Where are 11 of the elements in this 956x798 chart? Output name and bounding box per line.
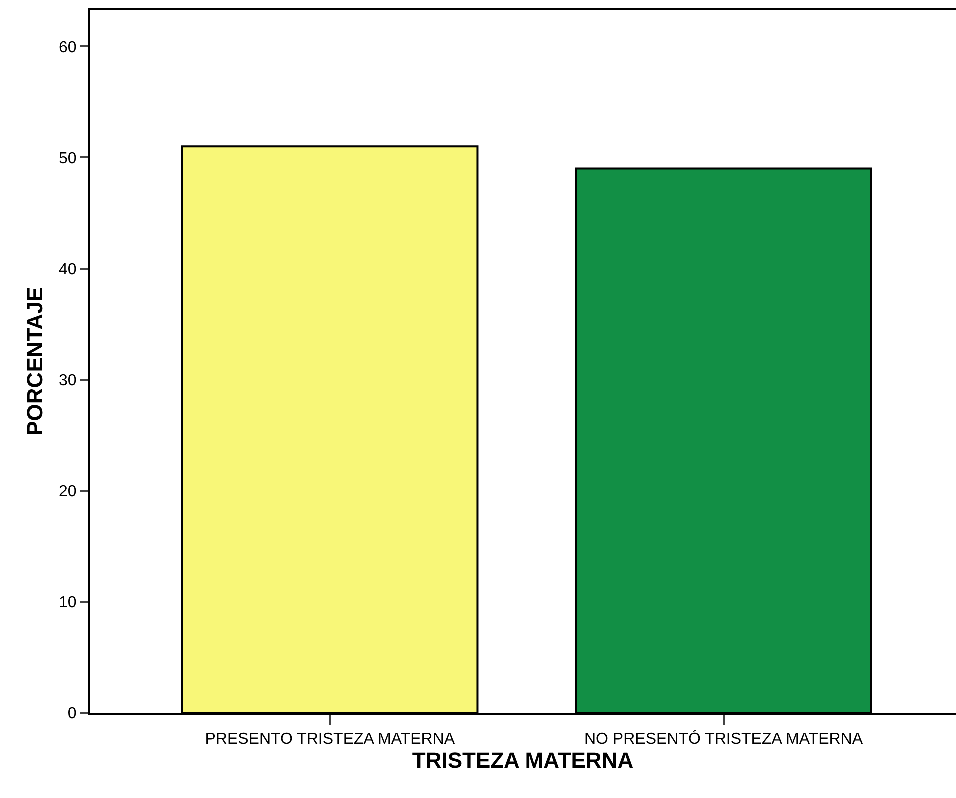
y-tick-label: 40 <box>59 261 77 278</box>
y-tick-label: 60 <box>59 39 77 56</box>
x-axis-title: TRISTEZA MATERNA <box>412 748 634 774</box>
y-tick-label: 30 <box>59 372 77 390</box>
y-tick-label: 50 <box>59 150 77 168</box>
y-tick-label: 10 <box>59 594 77 612</box>
y-tick-label: 0 <box>68 706 77 723</box>
y-tick-label: 20 <box>59 483 77 500</box>
x-tick-label: NO PRESENTÓ TRISTEZA MATERNA <box>584 730 864 748</box>
x-tick-label: PRESENTO TRISTEZA MATERNA <box>205 731 456 748</box>
y-axis-title: PORCENTAJE <box>22 287 48 436</box>
